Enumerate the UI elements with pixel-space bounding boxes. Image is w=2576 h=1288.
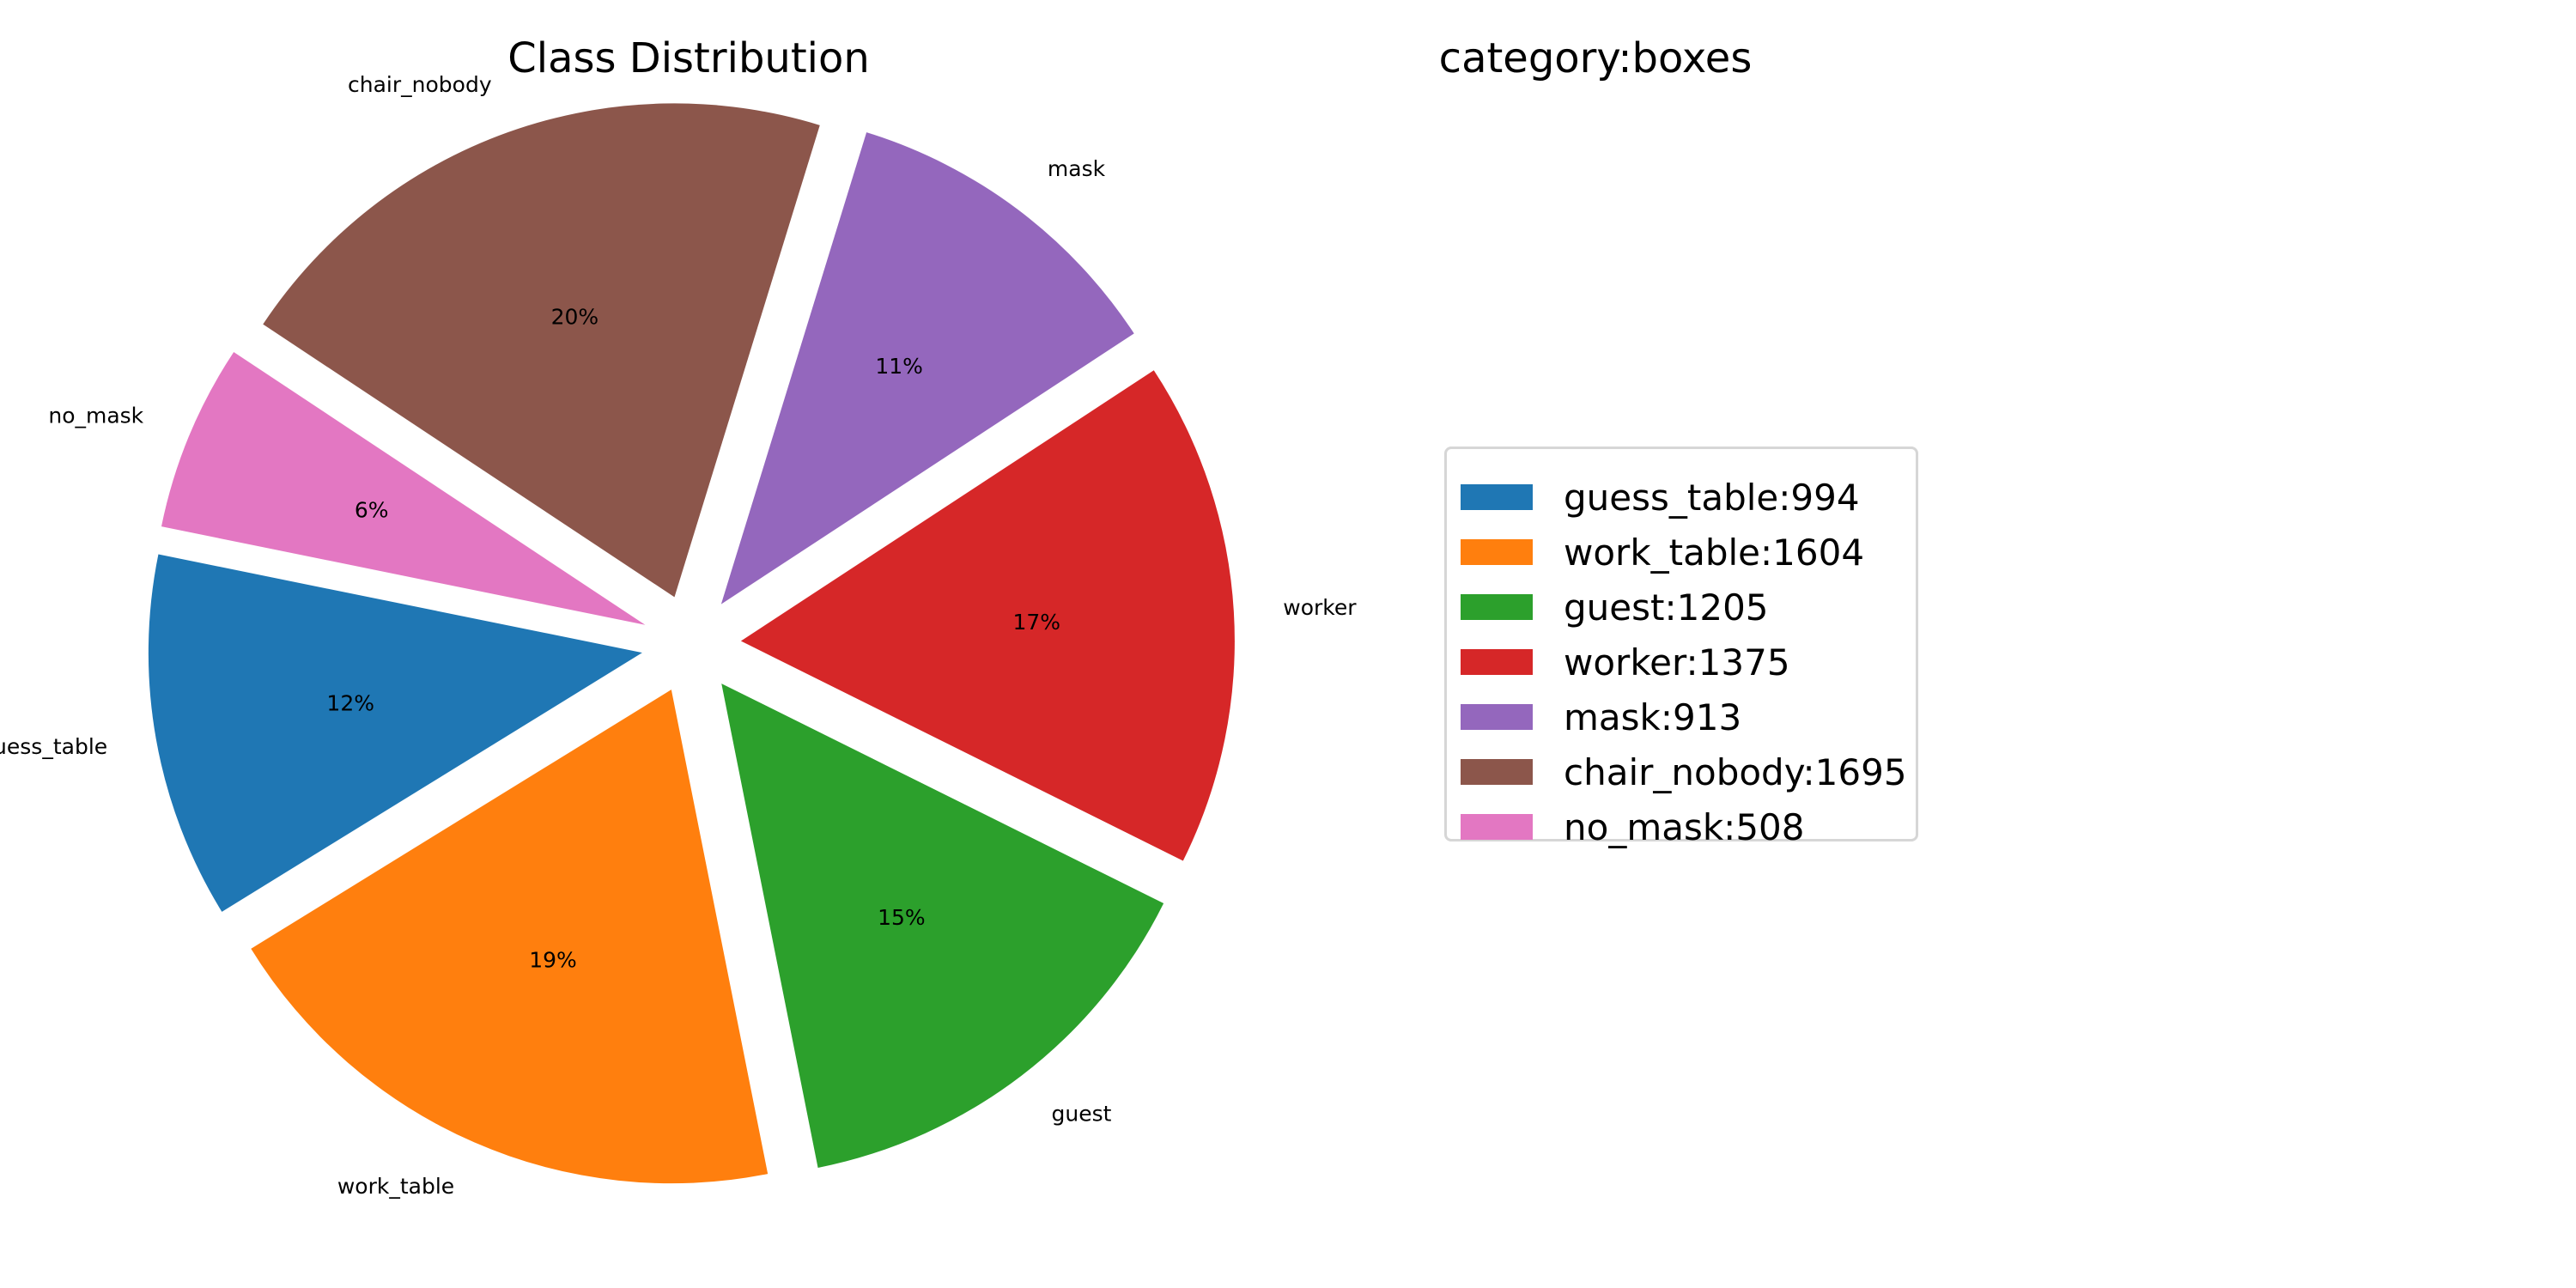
legend-swatch: [1461, 484, 1533, 510]
pie-slice-chair-nobody: [263, 103, 820, 598]
legend-label: mask:913: [1564, 696, 1742, 738]
legend: guess_table:994 work_table:1604 guest:1205…: [1444, 447, 1918, 848]
percent-label: 6%: [355, 498, 389, 523]
category-label: worker: [1283, 595, 1357, 620]
legend-label: guest:1205: [1564, 586, 1769, 629]
legend-swatch: [1461, 594, 1533, 620]
pie-slice-worker: [740, 370, 1235, 861]
legend-label: worker:1375: [1564, 641, 1790, 683]
legend-swatch: [1461, 539, 1533, 565]
percent-label: 19%: [529, 947, 577, 972]
legend-item: mask:913: [1461, 690, 1741, 744]
percent-label: 15%: [878, 905, 926, 930]
legend-swatch: [1461, 814, 1533, 840]
legend-swatch: [1461, 649, 1533, 675]
pie-slice-no-mask: [161, 352, 646, 625]
legend-label: work_table:1604: [1564, 531, 1865, 574]
category-label: guess_table: [0, 734, 107, 759]
pie-slice-mask: [720, 132, 1134, 605]
category-label: no_mask: [48, 403, 143, 428]
legend-swatch: [1461, 704, 1533, 730]
percent-label: 12%: [326, 690, 374, 715]
category-label: mask: [1048, 156, 1106, 181]
legend-label: guess_table:994: [1564, 476, 1860, 519]
legend-item: chair_nobody:1695: [1461, 744, 1907, 799]
legend-label: no_mask:508: [1564, 805, 1805, 848]
category-label: chair_nobody: [348, 72, 492, 97]
category-label: work_table: [337, 1174, 454, 1199]
legend-label: chair_nobody:1695: [1564, 750, 1907, 793]
legend-item: worker:1375: [1461, 635, 1790, 690]
legend-title: category:boxes: [1438, 34, 1753, 82]
legend-swatch: [1461, 759, 1533, 785]
category-label: guest: [1052, 1101, 1112, 1126]
pie-slice-guess-table: [148, 554, 642, 912]
pie-slice-guest: [721, 683, 1164, 1168]
percent-label: 11%: [875, 354, 923, 379]
pie-slice-work-table: [251, 690, 769, 1184]
legend-item: guest:1205: [1461, 580, 1769, 635]
percent-label: 17%: [1012, 610, 1060, 635]
percent-label: 20%: [551, 305, 599, 330]
legend-item: work_table:1604: [1461, 525, 1864, 580]
legend-item: guess_table:994: [1461, 470, 1860, 525]
chart-title: Class Distribution: [507, 34, 870, 82]
legend-item: no_mask:508: [1461, 799, 1805, 854]
